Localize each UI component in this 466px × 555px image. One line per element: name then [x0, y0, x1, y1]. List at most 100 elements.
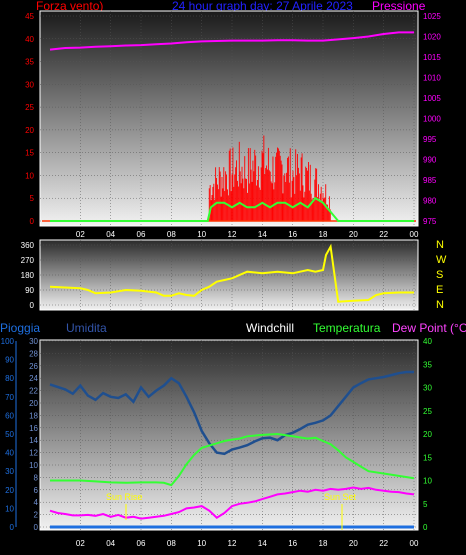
wind-tick-label: 25: [25, 103, 34, 112]
temperature-line: [50, 432, 415, 487]
wind-tick-label: 35: [25, 58, 34, 67]
hour-tick-label: 04: [106, 539, 115, 548]
pressure-axis-ticks: 975 980 985 990 995 1000 1005 1010 1015 1020 1025: [423, 12, 441, 226]
temperature-tick-label: 25: [423, 407, 432, 416]
x-axis-ticks-top: 02 04 06 08 10 12 14 16 18 20 22 00: [76, 230, 419, 239]
direction-tick-label: 90: [25, 286, 34, 295]
dewpoint-legend: Dew Point (°C): [392, 321, 466, 335]
compass-letter: S: [436, 269, 443, 281]
temperature-tick-label: 5: [423, 500, 428, 509]
humidity-tick-label: 10: [29, 461, 38, 470]
humidity-tick-label: 30: [29, 337, 38, 346]
pressure-tick-label: 1005: [423, 94, 441, 103]
humidity-tick-label: 24: [29, 374, 38, 383]
hour-tick-label: 06: [137, 230, 146, 239]
rain-tick-label: 70: [5, 393, 14, 402]
humidity-tick-label: 26: [29, 362, 38, 371]
hour-tick-label: 08: [167, 230, 176, 239]
humidity-tick-label: 12: [29, 449, 38, 458]
rain-tick-label: 60: [5, 411, 14, 420]
hour-tick-label: 12: [228, 230, 237, 239]
wind-tick-label: 45: [25, 12, 34, 21]
humidity-tick-label: 4: [34, 498, 39, 507]
x-axis-ticks-bottom: 02 04 06 08 10 12 14 16 18 20 22 00: [76, 539, 419, 548]
temperature-legend: Temperatura: [313, 321, 381, 335]
pressure-tick-label: 990: [423, 156, 437, 165]
temp-humidity-series: [49, 370, 415, 529]
compass-letter: E: [436, 284, 443, 296]
temperature-tick-label: 40: [423, 337, 432, 346]
hour-tick-label: 04: [106, 230, 115, 239]
windchill-legend: Windchill: [246, 321, 294, 335]
wind-average-line: [50, 196, 414, 222]
hour-tick-label: 18: [319, 230, 328, 239]
hour-tick-label: 02: [76, 539, 85, 548]
temp-humidity-panel: [39, 339, 419, 531]
wind-direction-line: [49, 243, 414, 303]
humidity-tick-label: 22: [29, 387, 38, 396]
pressure-axis-title: Pressione: [372, 0, 426, 13]
direction-tick-label: 360: [21, 241, 35, 250]
pressure-tick-label: 1020: [423, 33, 441, 42]
hour-tick-label: 22: [379, 230, 388, 239]
wind-tick-label: 0: [30, 217, 35, 226]
wind-axis-ticks: 0 5 10 15 20 25 30 35 40 45: [25, 12, 34, 226]
pressure-tick-label: 985: [423, 176, 437, 185]
rain-tick-label: 90: [5, 356, 14, 365]
pressure-tick-label: 980: [423, 197, 437, 206]
hour-tick-label: 10: [197, 230, 206, 239]
rain-tick-label: 100: [1, 337, 15, 346]
temperature-tick-label: 35: [423, 360, 432, 369]
humidity-tick-label: 8: [34, 473, 39, 482]
hour-tick-label: 18: [319, 539, 328, 548]
temperature-tick-label: 30: [423, 384, 432, 393]
sunset-label: Sun Set: [324, 492, 357, 502]
rain-tick-label: 30: [5, 467, 14, 476]
wind-tick-label: 20: [25, 126, 34, 135]
compass-letter: N: [436, 299, 444, 311]
compass-letter: W: [436, 254, 447, 266]
pressure-tick-label: 995: [423, 135, 437, 144]
rain-tick-label: 40: [5, 449, 14, 458]
hour-tick-label: 00: [410, 539, 419, 548]
temperature-tick-label: 20: [423, 430, 432, 439]
rain-axis-title: Pioggia: [0, 321, 40, 335]
hour-tick-label: 10: [197, 539, 206, 548]
hour-tick-label: 06: [137, 539, 146, 548]
humidity-tick-label: 28: [29, 349, 38, 358]
humidity-tick-label: 18: [29, 411, 38, 420]
compass-letter: N: [436, 239, 444, 251]
humidity-tick-label: 2: [34, 511, 39, 520]
pressure-tick-label: 1010: [423, 74, 441, 83]
wind-tick-label: 5: [30, 194, 35, 203]
hour-tick-label: 20: [349, 539, 358, 548]
humidity-tick-label: 6: [34, 486, 39, 495]
temperature-tick-label: 0: [423, 523, 428, 532]
pressure-tick-label: 975: [423, 217, 437, 226]
direction-tick-label: 270: [21, 256, 35, 265]
hour-tick-label: 14: [258, 230, 267, 239]
rain-tick-label: 50: [5, 430, 14, 439]
hour-tick-label: 16: [288, 539, 297, 548]
pressure-line: [49, 31, 414, 51]
dewpoint-line: [49, 486, 415, 520]
direction-tick-label: 180: [21, 271, 35, 280]
direction-series: [49, 243, 414, 303]
hour-tick-label: 02: [76, 230, 85, 239]
hour-tick-label: 20: [349, 230, 358, 239]
hour-tick-label: 08: [167, 539, 176, 548]
wind-tick-label: 10: [25, 171, 34, 180]
temperature-axis-ticks: 0 5 10 15 20 25 30 35 40: [423, 337, 432, 532]
direction-tick-label: 0: [30, 301, 35, 310]
hour-tick-label: 12: [228, 539, 237, 548]
humidity-tick-label: 20: [29, 399, 38, 408]
humidity-tick-label: 14: [29, 436, 38, 445]
hour-tick-label: 14: [258, 539, 267, 548]
pressure-tick-label: 1015: [423, 53, 441, 62]
hour-tick-label: 16: [288, 230, 297, 239]
pressure-tick-label: 1025: [423, 12, 441, 21]
humidity-axis-title: Umidita: [66, 321, 107, 335]
